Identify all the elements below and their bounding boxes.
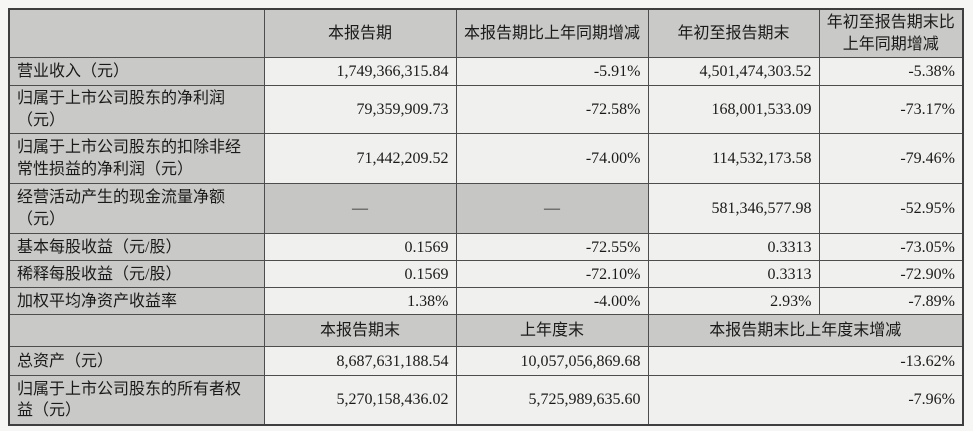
- col-header-ytd: 年初至报告期末: [647, 8, 820, 59]
- metric-value-na: —: [455, 183, 649, 235]
- section2-header-row: 本报告期末 上年度末 本报告期末比上年度末增减: [8, 314, 964, 348]
- metric-value: 0.1569: [263, 233, 457, 262]
- metric-value: 71,442,209.52: [263, 133, 457, 185]
- section1-header-row: 本报告期 本报告期比上年同期增减 年初至报告期末 年初至报告期末比上年同期增减: [8, 8, 964, 59]
- metric-value: 581,346,577.98: [647, 183, 820, 235]
- metric-value: 1.38%: [263, 287, 457, 316]
- metric-value: -4.00%: [455, 287, 649, 316]
- metric-value: -13.62%: [647, 346, 964, 377]
- col-header-end-of-last-year: 上年度末: [455, 314, 649, 348]
- corner-blank-cell: [8, 8, 265, 59]
- table-row: 归属于上市公司股东的所有者权益（元） 5,270,158,436.02 5,72…: [8, 375, 964, 426]
- metric-value: -52.95%: [818, 183, 964, 235]
- metric-value: 0.1569: [263, 260, 457, 289]
- col-header-end-of-period: 本报告期末: [263, 314, 457, 348]
- metric-value: 10,057,056,869.68: [455, 346, 649, 377]
- metric-label: 归属于上市公司股东的扣除非经常性损益的净利润（元）: [8, 133, 265, 185]
- metric-label: 加权平均净资产收益率: [8, 287, 265, 316]
- metric-value: 0.3313: [647, 233, 820, 262]
- metric-value: 2.93%: [647, 287, 820, 316]
- table-row: 归属于上市公司股东的扣除非经常性损益的净利润（元） 71,442,209.52 …: [8, 133, 964, 185]
- metric-value: -79.46%: [818, 133, 964, 185]
- col-header-current-period: 本报告期: [263, 8, 457, 59]
- metric-value: -73.05%: [818, 233, 964, 262]
- metric-value: 1,749,366,315.84: [263, 57, 457, 87]
- metric-value: -72.55%: [455, 233, 649, 262]
- financial-summary-table: 本报告期 本报告期比上年同期增减 年初至报告期末 年初至报告期末比上年同期增减 …: [8, 8, 964, 426]
- metric-value: -5.38%: [818, 57, 964, 87]
- table-row: 加权平均净资产收益率 1.38% -4.00% 2.93% -7.89%: [8, 287, 964, 316]
- metric-value: -72.58%: [455, 85, 649, 135]
- col-header-ytd-yoy-change: 年初至报告期末比上年同期增减: [818, 8, 964, 59]
- corner-blank-cell: [8, 314, 265, 348]
- col-header-yoy-change: 本报告期比上年同期增减: [455, 8, 649, 59]
- metric-value: -5.91%: [455, 57, 649, 87]
- metric-label: 基本每股收益（元/股）: [8, 233, 265, 262]
- metric-value: 4,501,474,303.52: [647, 57, 820, 87]
- financial-summary: 本报告期 本报告期比上年同期增减 年初至报告期末 年初至报告期末比上年同期增减 …: [8, 8, 964, 426]
- table-row: 总资产（元） 8,687,631,188.54 10,057,056,869.6…: [8, 346, 964, 377]
- metric-value: -72.90%: [818, 260, 964, 289]
- metric-value: 114,532,173.58: [647, 133, 820, 185]
- table-row: 营业收入（元） 1,749,366,315.84 -5.91% 4,501,47…: [8, 57, 964, 87]
- metric-label: 营业收入（元）: [8, 57, 265, 87]
- metric-value-na: —: [263, 183, 457, 235]
- metric-label: 经营活动产生的现金流量净额（元）: [8, 183, 265, 235]
- table-row: 基本每股收益（元/股） 0.1569 -72.55% 0.3313 -73.05…: [8, 233, 964, 262]
- metric-value: -7.89%: [818, 287, 964, 316]
- metric-value: -7.96%: [647, 375, 964, 426]
- table-row: 经营活动产生的现金流量净额（元） — — 581,346,577.98 -52.…: [8, 183, 964, 235]
- col-header-change-vs-last-year-end: 本报告期末比上年度末增减: [647, 314, 964, 348]
- metric-value: 168,001,533.09: [647, 85, 820, 135]
- metric-label: 归属于上市公司股东的所有者权益（元）: [8, 375, 265, 426]
- table-row: 稀释每股收益（元/股） 0.1569 -72.10% 0.3313 -72.90…: [8, 260, 964, 289]
- metric-value: 0.3313: [647, 260, 820, 289]
- metric-label: 总资产（元）: [8, 346, 265, 377]
- metric-value: -73.17%: [818, 85, 964, 135]
- metric-value: 79,359,909.73: [263, 85, 457, 135]
- metric-label: 归属于上市公司股东的净利润（元）: [8, 85, 265, 135]
- metric-value: 8,687,631,188.54: [263, 346, 457, 377]
- metric-value: 5,725,989,635.60: [455, 375, 649, 426]
- metric-value: -72.10%: [455, 260, 649, 289]
- metric-value: -74.00%: [455, 133, 649, 185]
- table-row: 归属于上市公司股东的净利润（元） 79,359,909.73 -72.58% 1…: [8, 85, 964, 135]
- metric-label: 稀释每股收益（元/股）: [8, 260, 265, 289]
- metric-value: 5,270,158,436.02: [263, 375, 457, 426]
